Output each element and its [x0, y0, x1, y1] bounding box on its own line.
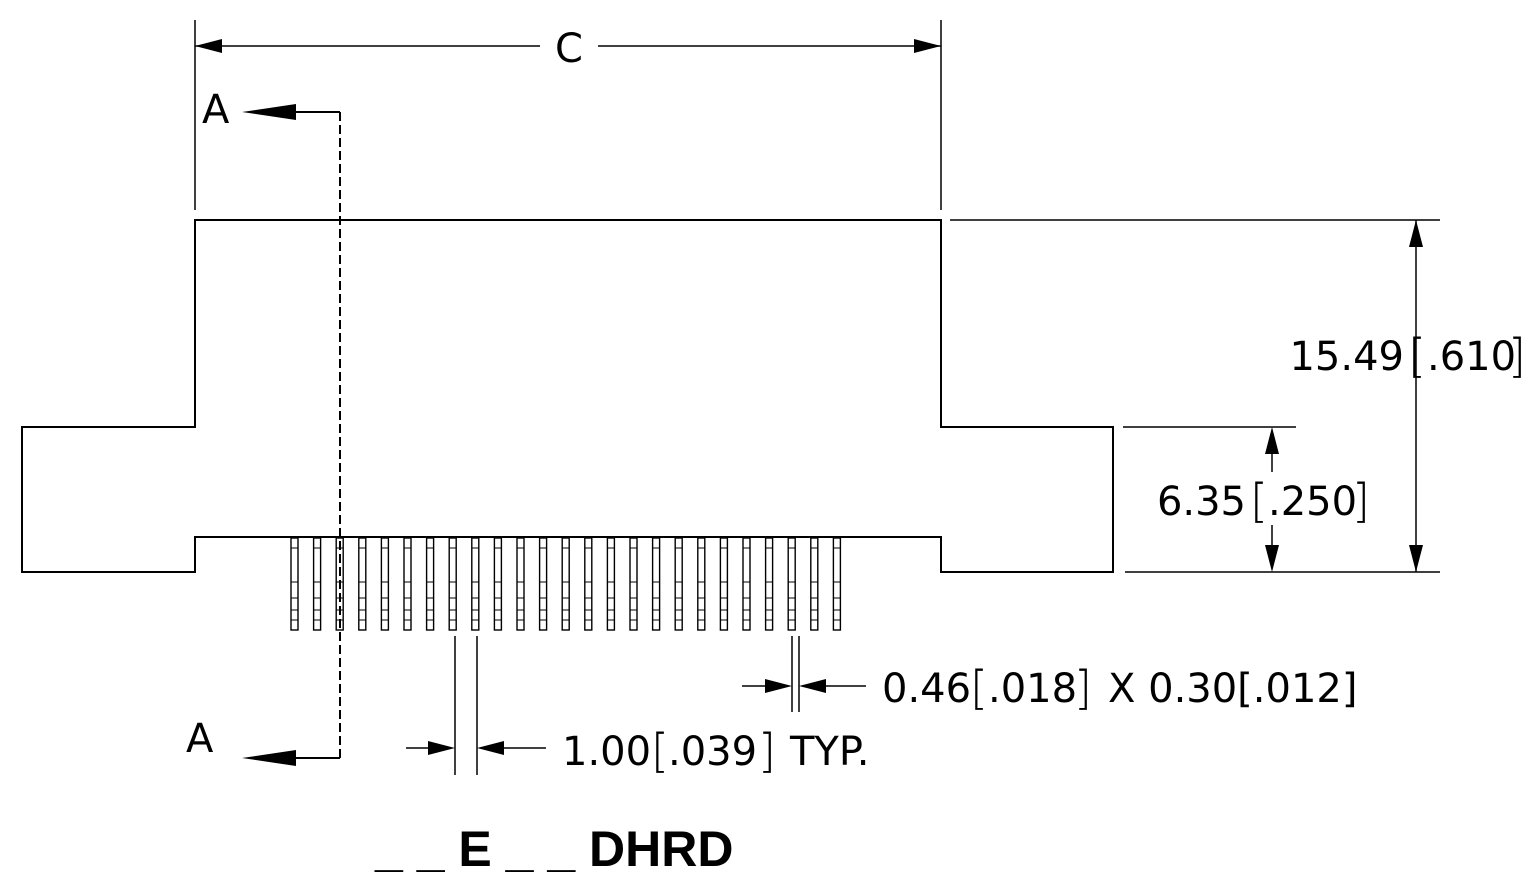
svg-text:[: [	[651, 724, 669, 778]
svg-text:[: [	[1408, 329, 1426, 383]
height-total-mm: 15.49	[1289, 334, 1404, 380]
pin	[606, 537, 616, 631]
pin	[403, 537, 412, 631]
pin	[742, 537, 751, 631]
pin	[380, 537, 390, 631]
part-number: _ _ E _ _ DHRD	[374, 821, 733, 877]
svg-text:]: ]	[1508, 329, 1522, 383]
pin	[425, 537, 435, 631]
pitch-suffix: TYP.	[789, 729, 869, 775]
section-label-top: A	[202, 87, 230, 133]
svg-text:]: ]	[1074, 661, 1092, 715]
pin	[764, 537, 774, 631]
pin	[719, 537, 729, 631]
pin	[516, 537, 525, 631]
pin	[832, 537, 842, 631]
connector-body-outline	[21, 219, 1114, 573]
svg-text:]: ]	[758, 724, 776, 778]
svg-text:]: ]	[1352, 474, 1370, 528]
pin	[787, 537, 796, 631]
section-label-bottom: A	[186, 716, 214, 762]
pitch-mm: 1.00	[562, 729, 651, 775]
pin	[674, 537, 683, 631]
height-total-in: .610	[1427, 334, 1516, 380]
pin	[358, 537, 367, 631]
pin	[538, 537, 548, 631]
pin	[697, 537, 706, 631]
height-total-dimension: 15.49 [ .610 ]	[950, 219, 1522, 573]
pin-size-dimension: 0.46 [ .018 ] X 0.30[.012]	[742, 636, 1357, 715]
pin	[810, 537, 819, 631]
pin	[448, 537, 457, 631]
svg-text:[: [	[1250, 474, 1268, 528]
pin-row	[290, 537, 842, 631]
pin	[290, 537, 299, 631]
pin	[629, 537, 638, 631]
pitch-in: .039	[668, 729, 757, 775]
pin	[561, 537, 570, 631]
pin	[584, 537, 593, 631]
pin	[651, 537, 661, 631]
pin-size-in: .018	[988, 666, 1077, 712]
pin	[493, 537, 503, 631]
pin-size-mm: 0.46	[882, 666, 971, 712]
width-dimension: C	[194, 20, 942, 210]
width-label: C	[555, 26, 583, 72]
svg-text:[: [	[970, 661, 988, 715]
height-lower-in: .250	[1268, 479, 1357, 525]
pitch-dimension: 1.00 [ .039 ] TYP.	[406, 636, 869, 778]
pin	[312, 537, 322, 631]
pin	[471, 537, 480, 631]
height-lower-mm: 6.35	[1157, 479, 1246, 525]
height-lower-dimension: 6.35 [ .250 ]	[1123, 426, 1370, 572]
pin-size-suffix: X 0.30[.012]	[1108, 666, 1357, 712]
section-line: A A	[186, 87, 341, 766]
